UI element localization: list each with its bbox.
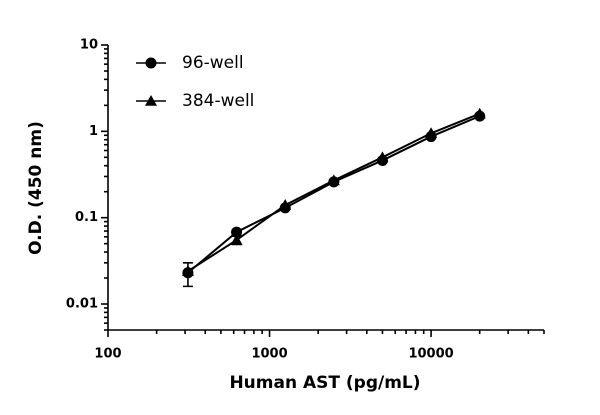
legend-marker [145, 95, 157, 106]
x-tick-label: 100 [94, 347, 121, 362]
y-tick-label: 0.01 [66, 297, 98, 312]
legend-label: 96-well [182, 53, 244, 73]
data-point [376, 151, 389, 163]
y-tick-label: 1 [89, 124, 98, 139]
x-axis-title: Human AST (pg/mL) [229, 373, 420, 393]
y-tick-label: 10 [80, 38, 98, 53]
y-tick-label: 0.1 [75, 210, 98, 225]
legend-marker [145, 57, 157, 69]
data-point [327, 174, 340, 186]
data-point [230, 234, 243, 245]
series-line [187, 115, 481, 274]
data-point [231, 226, 243, 238]
data-point [181, 265, 194, 276]
data-point [425, 127, 438, 139]
x-tick-label: 1000 [251, 347, 287, 362]
data-point [473, 107, 486, 119]
legend-label: 384-well [182, 91, 254, 111]
data-point [279, 199, 292, 210]
x-tick-label: 10000 [408, 347, 453, 362]
y-axis-title: O.D. (450 nm) [26, 121, 46, 255]
